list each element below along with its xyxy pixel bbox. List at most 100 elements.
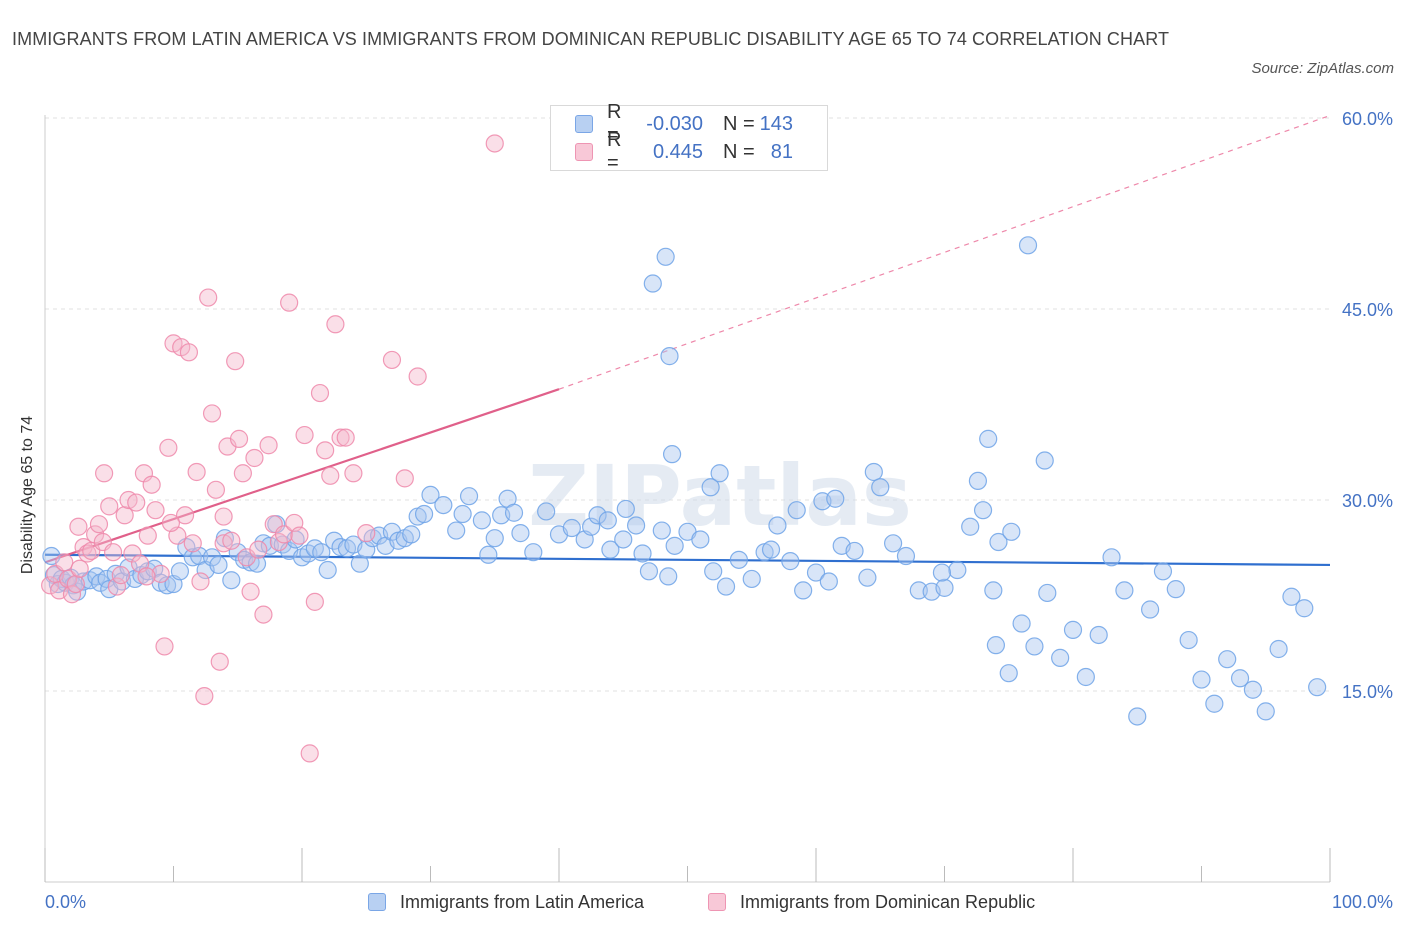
point-latin-america bbox=[228, 543, 247, 562]
point-latin-america bbox=[909, 581, 928, 600]
point-dominican-republic bbox=[408, 367, 427, 386]
point-dominican-republic bbox=[300, 744, 319, 763]
point-dominican-republic bbox=[95, 464, 114, 483]
point-dominican-republic bbox=[259, 436, 278, 455]
point-dominican-republic bbox=[138, 526, 157, 545]
point-latin-america bbox=[845, 541, 864, 561]
point-latin-america bbox=[601, 540, 620, 559]
n-label: N = bbox=[723, 112, 755, 135]
point-latin-america bbox=[989, 532, 1008, 552]
point-latin-america bbox=[742, 569, 761, 589]
point-dominican-republic bbox=[305, 592, 324, 611]
point-latin-america bbox=[459, 487, 479, 506]
point-latin-america bbox=[402, 525, 421, 544]
point-dominican-republic bbox=[195, 686, 214, 706]
point-latin-america bbox=[453, 504, 472, 524]
point-latin-america bbox=[1038, 583, 1057, 603]
point-latin-america bbox=[806, 563, 826, 582]
point-latin-america bbox=[157, 576, 177, 595]
point-dominican-republic bbox=[89, 515, 109, 534]
legend-swatch-dominican-republic bbox=[708, 893, 726, 911]
point-latin-america bbox=[787, 501, 806, 520]
point-dominican-republic bbox=[395, 469, 414, 488]
point-latin-america bbox=[479, 545, 498, 564]
point-latin-america bbox=[716, 577, 736, 596]
point-latin-america bbox=[1218, 650, 1237, 669]
point-dominican-republic bbox=[111, 566, 130, 585]
point-latin-america bbox=[222, 571, 241, 590]
legend-item-dominican-republic: Immigrants from Dominican Republic bbox=[708, 888, 1035, 916]
point-dominican-republic bbox=[326, 315, 345, 334]
point-dominican-republic bbox=[245, 448, 264, 468]
point-dominican-republic bbox=[142, 475, 161, 494]
point-latin-america bbox=[183, 548, 202, 567]
stats-legend: R = -0.030 N = 143 R = 0.445 N = 81 bbox=[550, 101, 828, 174]
point-latin-america bbox=[984, 581, 1003, 600]
point-latin-america bbox=[318, 560, 337, 580]
point-latin-america bbox=[312, 543, 331, 562]
point-latin-america bbox=[961, 517, 980, 536]
point-dominican-republic bbox=[222, 531, 241, 550]
point-dominican-republic bbox=[104, 543, 123, 562]
point-latin-america bbox=[1205, 694, 1224, 713]
point-latin-america bbox=[896, 546, 916, 566]
point-dominican-republic bbox=[241, 582, 260, 601]
point-dominican-republic bbox=[295, 425, 314, 445]
legend-item-latin-america: Immigrants from Latin America bbox=[368, 888, 644, 916]
point-latin-america bbox=[1153, 562, 1173, 581]
point-dominican-republic bbox=[62, 585, 82, 604]
legend-swatch-latin-america bbox=[368, 893, 386, 911]
point-dominican-republic bbox=[233, 464, 252, 483]
point-dominican-republic bbox=[187, 462, 206, 482]
point-dominican-republic bbox=[226, 352, 245, 371]
point-latin-america bbox=[1269, 639, 1288, 659]
point-dominican-republic bbox=[86, 525, 105, 544]
point-dominican-republic bbox=[344, 464, 363, 483]
point-dominican-republic bbox=[321, 466, 340, 485]
point-latin-america bbox=[781, 552, 800, 571]
point-latin-america bbox=[826, 489, 845, 508]
point-dominican-republic bbox=[155, 637, 174, 656]
point-latin-america bbox=[434, 495, 453, 515]
point-latin-america bbox=[660, 347, 679, 366]
point-dominican-republic bbox=[161, 513, 181, 533]
r-label: R = bbox=[607, 129, 622, 174]
point-dominican-republic bbox=[55, 553, 74, 572]
n-value: 143 bbox=[759, 112, 793, 135]
point-latin-america bbox=[588, 506, 607, 525]
y-axis-label: Disability Age 65 to 74 bbox=[19, 415, 36, 575]
point-latin-america bbox=[1282, 587, 1301, 606]
point-latin-america bbox=[710, 464, 729, 483]
trend-line-latin-america bbox=[44, 553, 1331, 567]
point-latin-america bbox=[691, 530, 710, 549]
point-latin-america bbox=[170, 562, 190, 581]
point-latin-america bbox=[1051, 648, 1070, 667]
point-latin-america bbox=[858, 568, 877, 587]
point-latin-america bbox=[562, 518, 581, 538]
point-latin-america bbox=[1256, 702, 1275, 721]
point-dominican-republic bbox=[254, 605, 273, 624]
point-latin-america bbox=[999, 664, 1018, 683]
point-latin-america bbox=[598, 511, 617, 530]
point-latin-america bbox=[472, 511, 491, 530]
x-tick-label-max: 100.0% bbox=[1332, 892, 1393, 912]
point-latin-america bbox=[652, 521, 671, 540]
n-value: 81 bbox=[770, 140, 793, 163]
point-latin-america bbox=[485, 529, 504, 548]
point-dominican-republic bbox=[249, 540, 268, 559]
chart-title: IMMIGRANTS FROM LATIN AMERICA VS IMMIGRA… bbox=[12, 29, 1170, 49]
point-dominican-republic bbox=[151, 564, 170, 583]
point-latin-america bbox=[1128, 707, 1147, 726]
point-dominican-republic bbox=[123, 544, 142, 563]
point-dominican-republic bbox=[485, 134, 504, 153]
point-dominican-republic bbox=[69, 517, 88, 536]
point-latin-america bbox=[1063, 620, 1083, 639]
point-latin-america bbox=[626, 516, 646, 535]
point-dominican-republic bbox=[214, 507, 233, 526]
point-latin-america bbox=[1018, 236, 1038, 255]
point-latin-america bbox=[1102, 548, 1121, 567]
point-latin-america bbox=[968, 471, 988, 490]
point-latin-america bbox=[260, 536, 279, 555]
point-dominican-republic bbox=[336, 428, 355, 447]
point-dominican-republic bbox=[280, 293, 299, 312]
